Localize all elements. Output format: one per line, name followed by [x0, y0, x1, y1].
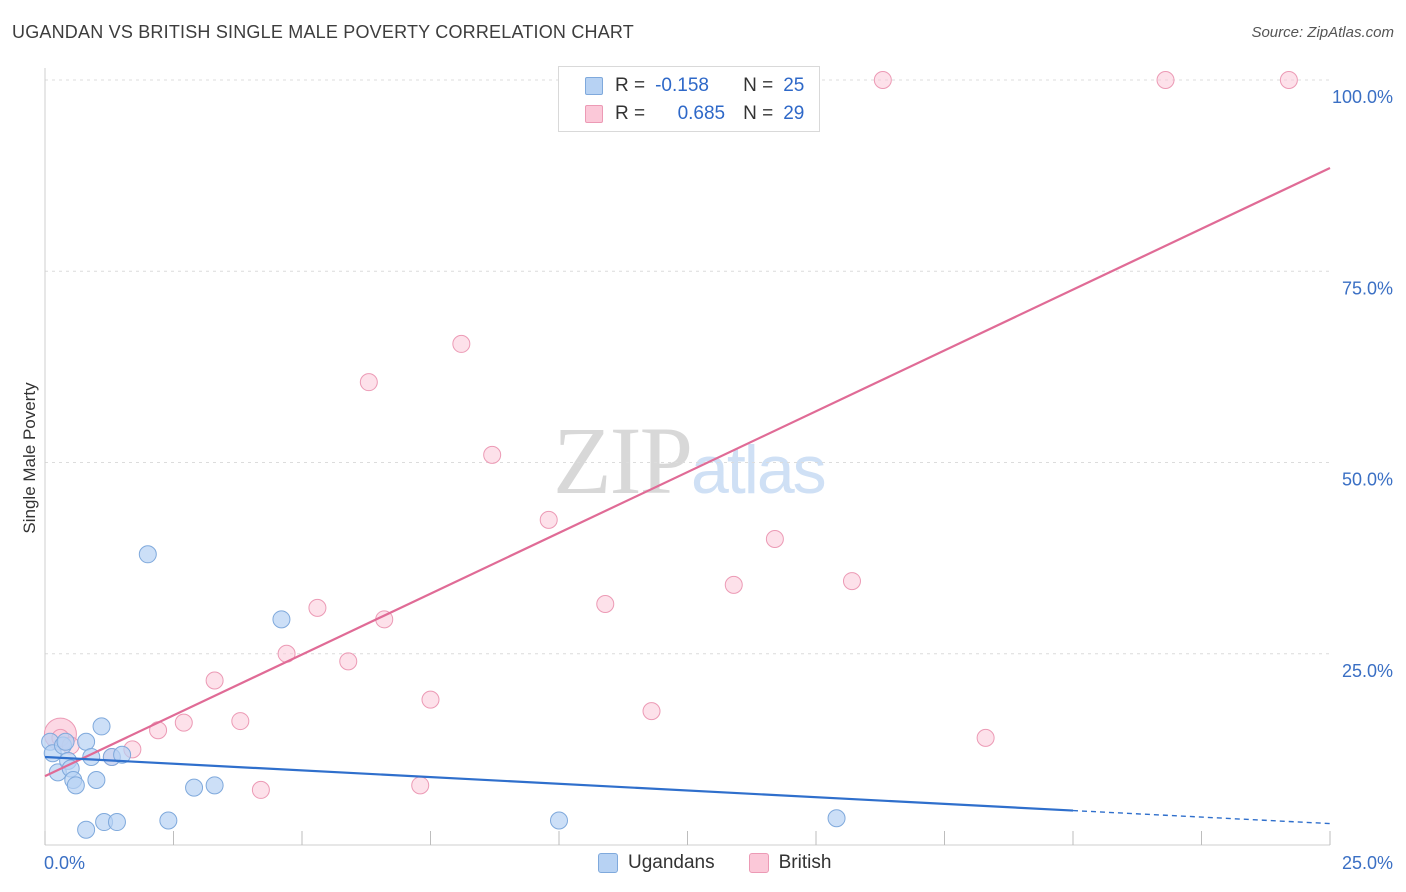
- british-point: [483, 445, 502, 464]
- ugandans-n-value: 25: [783, 75, 805, 96]
- ugandan-point: [827, 809, 846, 828]
- watermark: ZIPatlas: [553, 405, 827, 516]
- ugandan-point: [77, 732, 96, 751]
- ugandan-point: [92, 717, 111, 736]
- british-point: [642, 702, 661, 721]
- series-legend: Ugandans British: [598, 852, 865, 874]
- ugandan-trend-line: [44, 755, 1074, 812]
- ugandan-point: [107, 813, 126, 832]
- ugandan-point: [550, 811, 568, 830]
- british-point: [231, 712, 250, 731]
- y-tick-label: 50.0%: [1342, 470, 1393, 490]
- ugandans-legend-swatch: [598, 853, 618, 873]
- ugandan-point: [87, 770, 106, 789]
- y-tick-label: 25.0%: [1342, 661, 1393, 681]
- ugandan-point: [272, 610, 291, 629]
- trend-lines: [44, 166, 1331, 825]
- british-point: [174, 713, 193, 732]
- british-point: [411, 776, 430, 795]
- ugandans-r-value: -0.158: [655, 75, 709, 96]
- british-points: [43, 71, 1298, 799]
- ugandan-point: [66, 776, 85, 795]
- legend-item-british[interactable]: British: [748, 852, 832, 874]
- british-point: [1156, 71, 1175, 89]
- british-point: [339, 652, 358, 671]
- british-point: [452, 334, 471, 353]
- correlation-legend: R = -0.158 N = 25 R = 0.685 N = 29: [558, 66, 820, 132]
- watermark-atlas: atlas: [691, 432, 827, 508]
- british-legend-label: British: [778, 852, 832, 873]
- british-point: [596, 595, 615, 614]
- ugandan-trend-extension: [1072, 809, 1331, 825]
- british-point: [251, 780, 270, 799]
- british-point: [724, 575, 743, 594]
- ugandans-swatch: [585, 77, 603, 95]
- y-axis-label-wrap: Single Male Poverty: [10, 350, 50, 570]
- r-label: R =: [615, 75, 646, 96]
- british-point: [765, 530, 784, 548]
- axes: [44, 68, 1331, 846]
- british-point: [842, 572, 861, 591]
- ugandan-point: [185, 778, 204, 797]
- y-tick-label: 75.0%: [1342, 278, 1393, 298]
- ugandan-point: [77, 820, 96, 839]
- british-r-value: 0.685: [677, 103, 726, 124]
- ugandan-point: [56, 732, 75, 751]
- n-label: N =: [743, 103, 774, 124]
- british-point: [308, 598, 327, 617]
- tick-labels: 100.0% 75.0% 50.0% 25.0% 0.0% 25.0%: [44, 87, 1393, 873]
- r-label: R =: [615, 103, 646, 124]
- british-n-value: 29: [783, 103, 805, 124]
- ugandan-point: [205, 776, 224, 795]
- x-tick-label: 0.0%: [44, 853, 85, 873]
- chart-title: UGANDAN VS BRITISH SINGLE MALE POVERTY C…: [12, 22, 634, 42]
- y-axis-label: Single Male Poverty: [20, 382, 39, 534]
- british-point: [873, 71, 892, 89]
- british-swatch: [585, 105, 603, 123]
- legend-row-british: R = 0.685 N = 29: [585, 100, 804, 128]
- ugandan-point: [159, 811, 178, 830]
- watermark-zip: ZIP: [553, 407, 693, 514]
- british-point: [421, 690, 440, 709]
- legend-item-ugandans[interactable]: Ugandans: [598, 852, 715, 874]
- british-point: [359, 373, 378, 392]
- british-legend-swatch: [748, 853, 769, 873]
- legend-row-ugandans: R = -0.158 N = 25: [585, 72, 804, 100]
- ugandan-points: [41, 545, 846, 839]
- ugandan-point: [138, 545, 157, 564]
- british-point: [1279, 71, 1298, 89]
- ugandans-legend-label: Ugandans: [628, 852, 715, 873]
- british-point: [205, 671, 224, 690]
- source-label: Source: ZipAtlas.com: [1251, 24, 1394, 41]
- grid-lines: [45, 79, 1330, 655]
- y-tick-label: 100.0%: [1332, 87, 1393, 107]
- x-tick-label: 25.0%: [1342, 853, 1393, 873]
- british-trend-line: [44, 166, 1331, 778]
- n-label: N =: [743, 75, 774, 96]
- british-point: [976, 728, 995, 747]
- british-point: [539, 510, 558, 529]
- ugandan-point: [113, 745, 132, 764]
